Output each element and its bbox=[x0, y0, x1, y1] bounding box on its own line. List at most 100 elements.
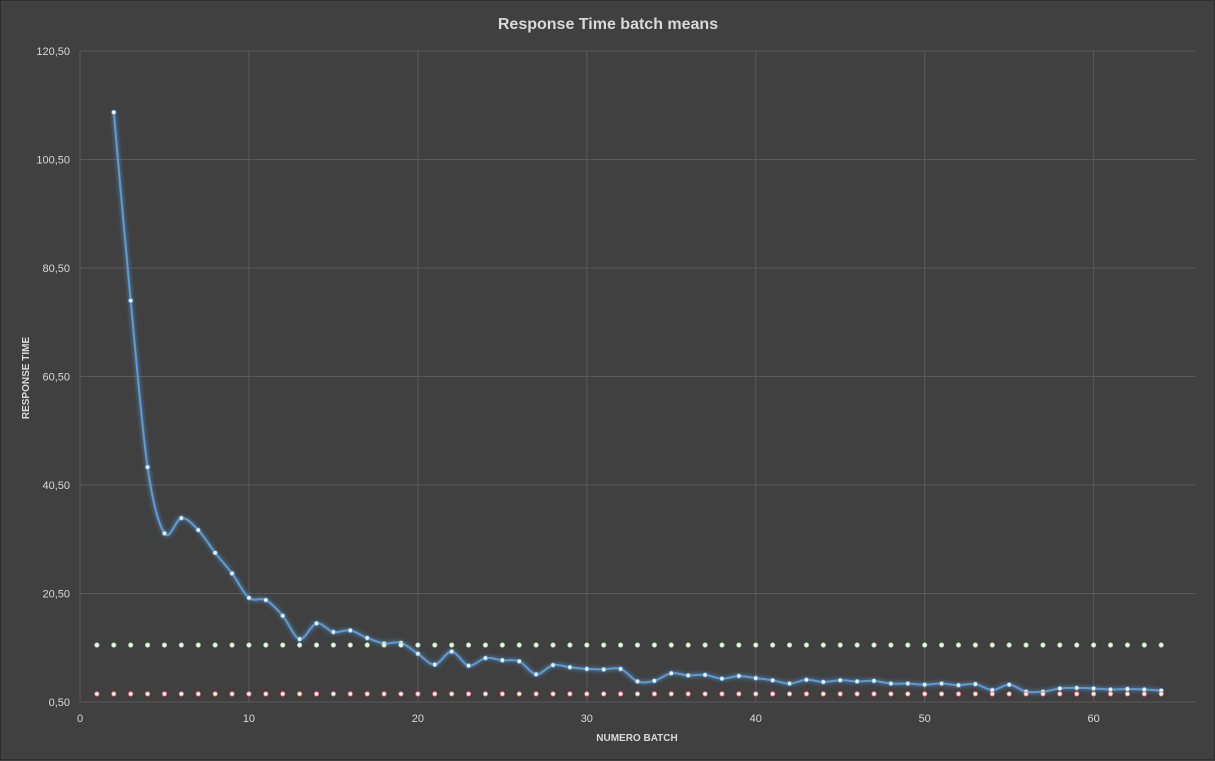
data-point bbox=[888, 691, 894, 697]
series-line bbox=[112, 112, 1162, 694]
data-point bbox=[820, 691, 826, 697]
data-point bbox=[297, 642, 303, 648]
data-point bbox=[398, 642, 404, 648]
data-point bbox=[753, 675, 759, 681]
data-point bbox=[482, 642, 489, 648]
data-point bbox=[381, 642, 387, 648]
data-point bbox=[955, 682, 962, 688]
data-point bbox=[567, 642, 573, 648]
x-axis-title: NUMERO BATCH bbox=[596, 733, 677, 744]
data-point bbox=[280, 691, 286, 697]
data-point bbox=[178, 691, 184, 697]
data-point bbox=[1091, 691, 1097, 697]
data-point bbox=[364, 635, 370, 641]
data-point bbox=[1040, 691, 1046, 697]
data-point bbox=[144, 642, 151, 648]
x-tick-label: 60 bbox=[1088, 713, 1100, 725]
data-point bbox=[1074, 691, 1080, 697]
data-point bbox=[1023, 691, 1029, 697]
y-axis-title: RESPONSE TIME bbox=[21, 337, 32, 420]
data-point bbox=[905, 680, 911, 687]
data-point bbox=[922, 682, 928, 688]
data-point bbox=[567, 664, 573, 670]
data-point bbox=[1158, 691, 1164, 697]
data-point bbox=[246, 595, 252, 601]
data-point bbox=[499, 642, 505, 648]
data-point bbox=[516, 658, 522, 664]
data-point bbox=[195, 642, 201, 648]
data-point bbox=[432, 642, 438, 648]
data-point bbox=[871, 642, 877, 648]
y-tick-label: 100,50 bbox=[36, 155, 70, 167]
data-point bbox=[347, 691, 353, 697]
data-point bbox=[1057, 691, 1063, 697]
data-point bbox=[246, 691, 252, 697]
series-2 bbox=[94, 642, 1164, 648]
data-point bbox=[263, 642, 269, 648]
data-point bbox=[128, 691, 134, 697]
data-point bbox=[449, 648, 455, 655]
data-point bbox=[651, 642, 657, 648]
data-point bbox=[854, 678, 860, 684]
data-point bbox=[989, 691, 995, 697]
data-point bbox=[499, 657, 505, 663]
data-point bbox=[938, 642, 945, 648]
data-point bbox=[955, 642, 962, 648]
data-point bbox=[550, 691, 556, 697]
data-point bbox=[1040, 642, 1046, 648]
data-point bbox=[1091, 685, 1097, 692]
data-point bbox=[432, 661, 438, 668]
data-point bbox=[786, 691, 793, 697]
data-point bbox=[634, 642, 641, 648]
gridlines bbox=[79, 50, 1195, 703]
data-point bbox=[651, 691, 657, 697]
data-point bbox=[330, 642, 337, 648]
data-point bbox=[651, 678, 657, 684]
data-point bbox=[195, 527, 201, 533]
data-point bbox=[871, 678, 877, 684]
data-point bbox=[955, 691, 962, 697]
data-point bbox=[702, 691, 708, 697]
data-point bbox=[482, 655, 489, 661]
data-point bbox=[719, 676, 725, 682]
data-point bbox=[280, 613, 286, 619]
data-point bbox=[1158, 642, 1164, 648]
data-point bbox=[584, 642, 590, 648]
data-point bbox=[1107, 691, 1114, 697]
data-point bbox=[1074, 685, 1080, 691]
data-point bbox=[871, 691, 877, 697]
data-point bbox=[668, 642, 674, 648]
data-point bbox=[1141, 686, 1147, 693]
data-point bbox=[685, 691, 691, 697]
data-point bbox=[313, 691, 320, 697]
data-point bbox=[584, 666, 590, 672]
data-point bbox=[482, 691, 489, 697]
data-point bbox=[736, 642, 742, 648]
data-point bbox=[94, 642, 100, 648]
x-tick-label: 50 bbox=[919, 713, 931, 725]
data-point bbox=[702, 672, 708, 678]
data-point bbox=[837, 691, 843, 697]
data-point bbox=[820, 679, 826, 685]
data-point bbox=[465, 663, 472, 669]
y-tick-label: 120,50 bbox=[36, 46, 70, 58]
data-point bbox=[905, 642, 911, 648]
data-point bbox=[465, 642, 472, 648]
y-tick-label: 60,50 bbox=[42, 372, 70, 384]
data-point bbox=[313, 642, 320, 648]
data-point bbox=[685, 642, 691, 648]
data-point bbox=[263, 691, 269, 697]
data-point bbox=[922, 642, 928, 648]
data-point bbox=[938, 680, 945, 687]
x-tick-label: 40 bbox=[750, 713, 762, 725]
data-point bbox=[347, 642, 353, 648]
data-point bbox=[634, 678, 641, 684]
data-point bbox=[753, 642, 759, 648]
data-point bbox=[719, 691, 725, 697]
data-point bbox=[1141, 642, 1147, 648]
data-point bbox=[736, 691, 742, 697]
data-point bbox=[432, 691, 438, 697]
data-point bbox=[770, 691, 776, 697]
data-point bbox=[144, 691, 151, 697]
